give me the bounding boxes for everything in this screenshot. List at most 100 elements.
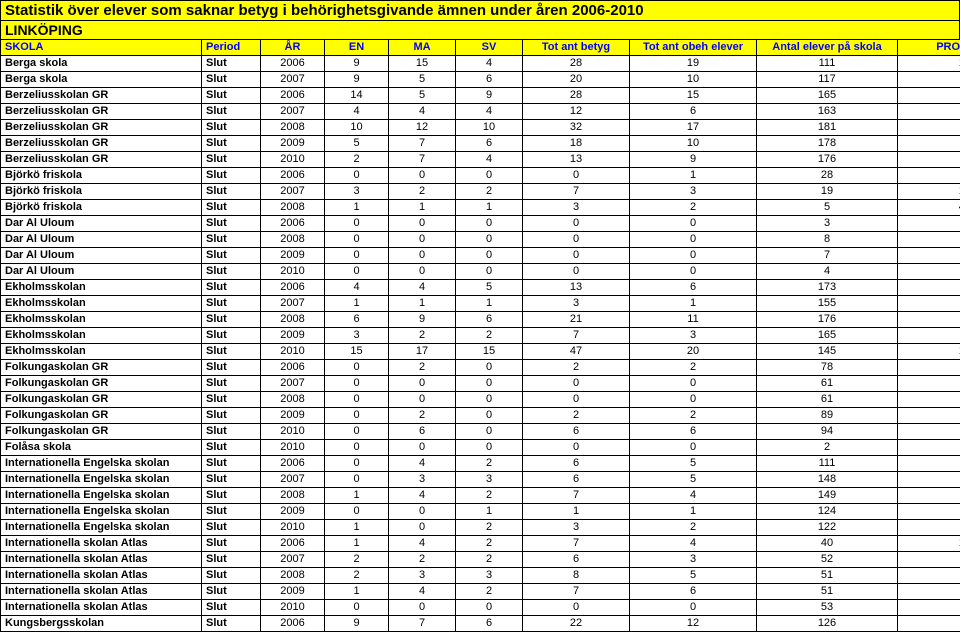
- table-row: Berzeliusskolan GRSlut20074441261633,7%: [1, 104, 960, 120]
- cell: 0: [456, 360, 523, 376]
- cell: Internationella Engelska skolan: [1, 520, 202, 536]
- cell: Slut: [202, 600, 261, 616]
- cell: 1: [630, 296, 757, 312]
- cell: 15,8%: [898, 184, 960, 200]
- cell: Slut: [202, 360, 261, 376]
- cell: 0: [389, 216, 456, 232]
- cell: Slut: [202, 280, 261, 296]
- cell: 7: [757, 248, 898, 264]
- cell: 2009: [261, 584, 325, 600]
- cell: 78: [757, 360, 898, 376]
- cell: Internationella Engelska skolan: [1, 488, 202, 504]
- table-row: EkholmsskolanSlut2009322731651,8%: [1, 328, 960, 344]
- cell: 7: [523, 488, 630, 504]
- cell: 2007: [261, 552, 325, 568]
- cell: 20: [523, 72, 630, 88]
- cell: 5: [389, 88, 456, 104]
- cell: Internationella Engelska skolan: [1, 472, 202, 488]
- cell: 21: [523, 312, 630, 328]
- cell: 0: [630, 216, 757, 232]
- cell: 7: [389, 136, 456, 152]
- cell: 2010: [261, 424, 325, 440]
- cell: 8,5%: [898, 72, 960, 88]
- cell: Slut: [202, 72, 261, 88]
- cell: Slut: [202, 408, 261, 424]
- cell: 51: [757, 584, 898, 600]
- cell: 4: [456, 104, 523, 120]
- cell: 6: [630, 584, 757, 600]
- cell: 4: [757, 264, 898, 280]
- cell: 0: [456, 168, 523, 184]
- cell: 9: [325, 56, 389, 72]
- cell: 0: [523, 232, 630, 248]
- cell: 47: [523, 344, 630, 360]
- cell: 2008: [261, 200, 325, 216]
- cell: Folkungaskolan GR: [1, 408, 202, 424]
- cell: 52: [757, 552, 898, 568]
- table-row: Internationella Engelska skolanSlut20060…: [1, 456, 960, 472]
- cell: 12: [630, 616, 757, 632]
- cell: 17: [630, 120, 757, 136]
- table-row: Internationella skolan AtlasSlut20072226…: [1, 552, 960, 568]
- cell: 3: [325, 184, 389, 200]
- cell: 2006: [261, 280, 325, 296]
- cell: 1: [456, 200, 523, 216]
- cell: 0: [630, 376, 757, 392]
- cell: 0: [456, 424, 523, 440]
- cell: Slut: [202, 216, 261, 232]
- table-row: Dar Al UloumSlut20080000080,0%: [1, 232, 960, 248]
- cell: Slut: [202, 456, 261, 472]
- table-row: Folkungaskolan GRSlut200700000610,0%: [1, 376, 960, 392]
- cell: Internationella skolan Atlas: [1, 584, 202, 600]
- cell: 6: [456, 616, 523, 632]
- cell: Slut: [202, 584, 261, 600]
- cell: 0: [325, 472, 389, 488]
- cell: Berga skola: [1, 72, 202, 88]
- cell: 0: [325, 440, 389, 456]
- cell: Ekholmsskolan: [1, 296, 202, 312]
- cell: 10: [630, 72, 757, 88]
- cell: 28: [523, 56, 630, 72]
- cell: 5,1%: [898, 152, 960, 168]
- table-row: Folkungaskolan GRSlut200902022892,2%: [1, 408, 960, 424]
- cell: 12: [389, 120, 456, 136]
- cell: 1: [325, 200, 389, 216]
- cell: Slut: [202, 264, 261, 280]
- cell: 149: [757, 488, 898, 504]
- cell: 2007: [261, 72, 325, 88]
- cell: Slut: [202, 488, 261, 504]
- cell: Slut: [202, 232, 261, 248]
- cell: 10: [325, 120, 389, 136]
- col-ar: ÅR: [261, 40, 325, 56]
- cell: Slut: [202, 184, 261, 200]
- cell: 6: [456, 312, 523, 328]
- cell: Björkö friskola: [1, 168, 202, 184]
- table-row: Berzeliusskolan GRSlut200810121032171819…: [1, 120, 960, 136]
- cell: 5: [456, 280, 523, 296]
- cell: 0: [389, 248, 456, 264]
- cell: Slut: [202, 136, 261, 152]
- header-row: SKOLA Period ÅR EN MA SV Tot ant betyg T…: [1, 40, 960, 56]
- cell: 7: [389, 152, 456, 168]
- cell: Dar Al Uloum: [1, 216, 202, 232]
- cell: 2007: [261, 184, 325, 200]
- cell: 4: [389, 456, 456, 472]
- cell: 0: [523, 600, 630, 616]
- cell: 3,7%: [898, 104, 960, 120]
- cell: Slut: [202, 520, 261, 536]
- cell: 2: [456, 488, 523, 504]
- table-row: Folkungaskolan GRSlut201006066946,4%: [1, 424, 960, 440]
- cell: 0: [456, 600, 523, 616]
- cell: 4: [389, 104, 456, 120]
- cell: 2010: [261, 600, 325, 616]
- cell: 7: [523, 536, 630, 552]
- cell: 4: [389, 488, 456, 504]
- cell: Slut: [202, 200, 261, 216]
- table-row: Folkungaskolan GRSlut200800000610,0%: [1, 392, 960, 408]
- cell: 0,0%: [898, 264, 960, 280]
- cell: Internationella skolan Atlas: [1, 568, 202, 584]
- cell: 0: [325, 248, 389, 264]
- table-row: Berzeliusskolan GRSlut2006145928151659,1…: [1, 88, 960, 104]
- cell: 0: [389, 264, 456, 280]
- cell: 0: [630, 248, 757, 264]
